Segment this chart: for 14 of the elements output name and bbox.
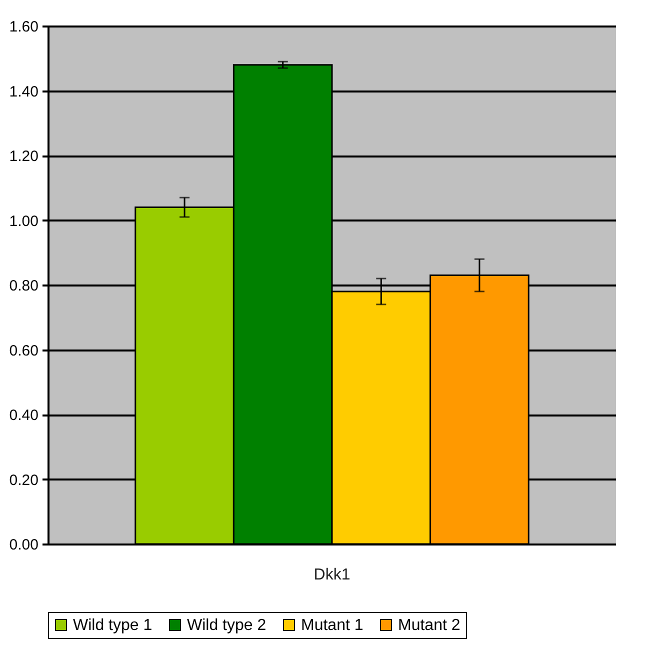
legend-label: Wild type 1	[73, 617, 152, 634]
y-tick-label: 1.00	[9, 212, 38, 230]
legend-label: Mutant 2	[398, 617, 460, 634]
y-tick-label: 1.60	[9, 18, 38, 36]
y-tick-label: 0.20	[9, 472, 38, 489]
x-tick-label: Dkk1	[314, 566, 350, 584]
legend-label: Mutant 1	[301, 617, 364, 634]
y-tick-label: 0.00	[9, 536, 38, 554]
y-tick-label: 0.60	[9, 342, 38, 360]
y-tick-label: 0.40	[9, 407, 38, 424]
y-tick-label: 1.20	[9, 148, 38, 165]
legend-label: Wild type 2	[187, 617, 266, 634]
y-tick-label: 0.80	[9, 278, 38, 294]
y-tick-label: 1.40	[9, 83, 38, 100]
